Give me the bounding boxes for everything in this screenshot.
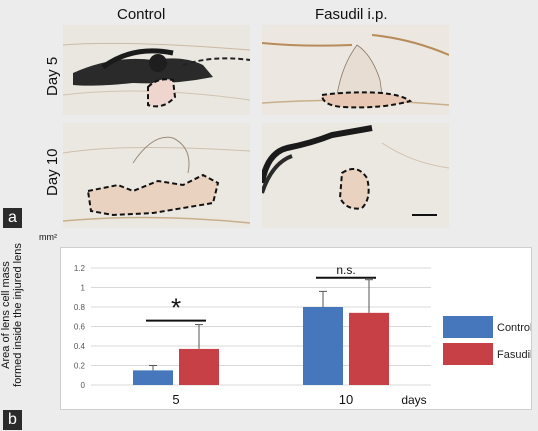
column-title-control: Control <box>117 6 166 23</box>
panel-label-b: b <box>3 410 22 430</box>
column-title-fasudil: Fasudil i.p. <box>315 6 388 23</box>
row-label-day5: Day 5 <box>44 56 61 96</box>
legend-swatch-fasudil <box>443 343 493 365</box>
bar-control-day10 <box>303 307 343 385</box>
y-tick-label: 0.4 <box>74 342 86 351</box>
y-tick-label: 0.6 <box>74 323 86 332</box>
significance-star-day5: * <box>171 293 181 323</box>
chart-unit: mm² <box>39 232 57 242</box>
micrograph-control-day5 <box>63 25 250 115</box>
chart-frame: 0 0.2 0.4 0.6 0.8 1 1.2 5 10 days * n.s. Control Fasu… <box>60 247 538 410</box>
bar-control-day5 <box>133 370 173 385</box>
x-tick-label-day5: 5 <box>172 392 179 407</box>
legend-label-control: Control <box>497 322 531 334</box>
x-tick-label-day10: 10 <box>339 392 353 407</box>
legend-label-fasudil: Fasudil i.p. <box>497 349 531 361</box>
bar-chart: 0 0.2 0.4 0.6 0.8 1 1.2 5 10 days * n.s. Control Fasu… <box>74 263 538 407</box>
y-tick-label: 0.8 <box>74 303 86 312</box>
chart-ylabel-line1: Area of lens cell mass <box>0 261 12 369</box>
chart-ylabel: Area of lens cell mass formed inside the… <box>0 235 24 395</box>
y-tick-label: 0 <box>81 381 86 390</box>
micrograph-fasudil-day10 <box>262 123 449 228</box>
significance-ns-day10: n.s. <box>336 263 355 277</box>
row-label-day10: Day 10 <box>44 148 61 196</box>
y-tick-label: 1 <box>81 284 86 293</box>
micrograph-fasudil-day5 <box>262 25 449 115</box>
y-tick-label: 0.2 <box>74 362 86 371</box>
chart-ylabel-line2: formed inside the injured lens <box>12 243 24 387</box>
x-axis-unit: days <box>401 393 426 407</box>
bar-fasudil-day10 <box>349 312 389 385</box>
y-tick-label: 1.2 <box>74 264 86 273</box>
bar-fasudil-day5 <box>179 348 219 385</box>
micrograph-control-day10 <box>63 123 250 228</box>
panel-label-a: a <box>3 208 22 228</box>
legend-swatch-control <box>443 316 493 338</box>
